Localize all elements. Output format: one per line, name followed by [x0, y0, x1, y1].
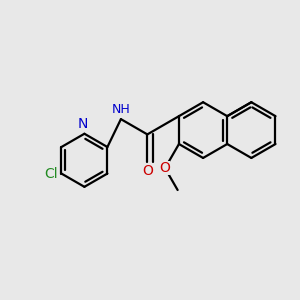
Text: O: O — [160, 161, 170, 175]
Text: Cl: Cl — [44, 167, 57, 181]
Text: NH: NH — [112, 103, 130, 116]
Text: N: N — [78, 117, 88, 131]
Text: O: O — [142, 164, 153, 178]
